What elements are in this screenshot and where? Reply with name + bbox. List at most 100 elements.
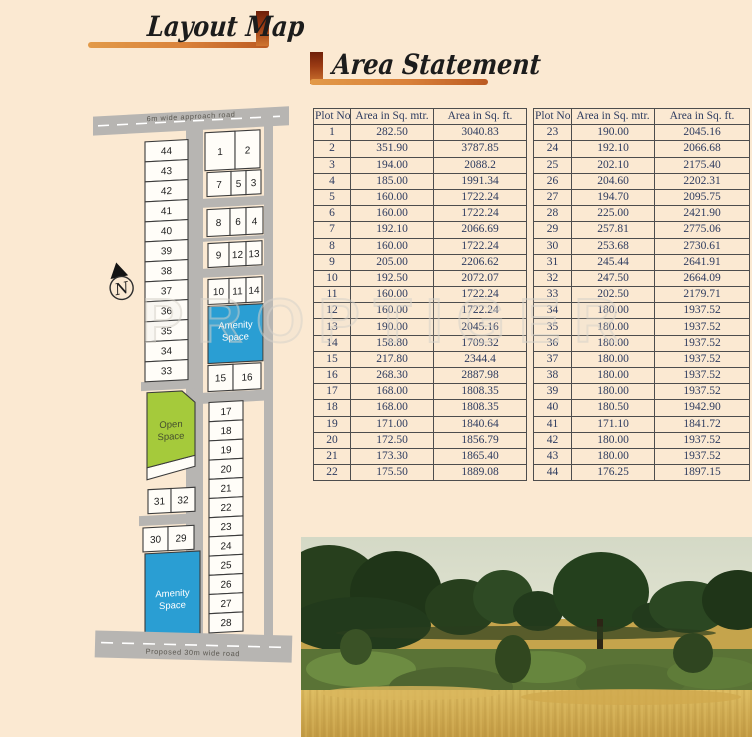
- open-space-label-line2: Space: [158, 431, 185, 443]
- open-space: [146, 390, 196, 469]
- cell-area-sqft: 1808.35: [433, 399, 527, 417]
- plot-label-5: 5: [236, 179, 242, 190]
- cell-area-sqft: 2179.71: [654, 286, 750, 304]
- cell-area-sqft: 1722.24: [433, 302, 527, 320]
- cell-area-sqft: 1937.52: [654, 302, 750, 320]
- proposed-road: Proposed 30m wide road: [94, 630, 293, 663]
- plot-label-4: 4: [252, 216, 258, 227]
- cell-plot-no: 35: [533, 318, 572, 336]
- cell-plot-no: 23: [533, 124, 572, 142]
- table-row: 2 351.90 3787.85: [313, 140, 527, 158]
- table-row: 22 175.50 1889.08: [313, 464, 527, 482]
- table-row: 8 160.00 1722.24: [313, 237, 527, 255]
- cell-area-sqft: 1937.52: [654, 318, 750, 336]
- cell-plot-no: 14: [313, 334, 351, 352]
- cell-area-sqmtr: 180.00: [571, 431, 655, 449]
- layout-map-title: Layout Map: [146, 10, 306, 43]
- cell-area-sqmtr: 194.00: [350, 156, 434, 174]
- cell-plot-no: 4: [313, 172, 351, 190]
- cell-area-sqft: 2095.75: [654, 188, 750, 207]
- area-statement-accent-bar: [310, 52, 323, 84]
- cell-area-sqmtr: 160.00: [350, 237, 434, 255]
- east-boundary-road: [264, 111, 273, 642]
- cell-plot-no: 21: [313, 447, 351, 466]
- plot-label-21: 21: [220, 483, 232, 495]
- plot-label-27: 27: [220, 599, 232, 611]
- table-row: 9 205.00 2206.62: [313, 253, 527, 271]
- table-row: 27 194.70 2095.75: [533, 188, 750, 207]
- cell-plot-no: 29: [533, 221, 572, 239]
- amenity-top-label-line2: Space: [222, 331, 249, 343]
- cell-area-sqmtr: 247.50: [571, 269, 655, 288]
- cell-plot-no: 40: [533, 399, 572, 417]
- plot-label-13: 13: [248, 249, 260, 261]
- cell-area-sqft: 1722.24: [433, 286, 527, 304]
- cell-plot-no: 10: [313, 269, 351, 288]
- cell-plot-no: 38: [533, 366, 572, 385]
- plot-label-18: 18: [220, 426, 232, 438]
- plot-label-22: 22: [220, 503, 232, 515]
- area-table-2: Plot No. Area in Sq. mtr. Area in Sq. ft…: [533, 107, 750, 482]
- plot-label-6: 6: [235, 217, 241, 228]
- photo-tree-line: [301, 545, 752, 653]
- plot-label-23: 23: [220, 522, 232, 534]
- plot-shapes-right-clusters: [142, 129, 264, 634]
- area-table-1: Plot No. Area in Sq. mtr. Area in Sq. ft…: [313, 107, 527, 482]
- photo-foreground-grass: [301, 686, 752, 737]
- north-label: N: [112, 277, 132, 299]
- cell-plot-no: 17: [313, 383, 351, 401]
- cell-plot-no: 39: [533, 383, 572, 401]
- cell-area-sqft: 2344.4: [433, 350, 527, 369]
- table-row: 7 192.10 2066.69: [313, 221, 527, 239]
- cell-area-sqft: 2045.16: [654, 124, 750, 142]
- cross-road: [141, 378, 203, 392]
- cell-plot-no: 36: [533, 334, 572, 352]
- table-row: 6 160.00 1722.24: [313, 205, 527, 223]
- cell-area-sqmtr: 180.00: [571, 302, 655, 320]
- cell-area-sqft: 1856.79: [433, 431, 527, 449]
- cell-area-sqmtr: 351.90: [350, 140, 434, 158]
- layout-map: 6m wide approach road 44 43 42 41 40 39 …: [93, 106, 293, 663]
- cell-plot-no: 2: [313, 140, 351, 158]
- plot-label-8: 8: [216, 218, 222, 229]
- col-header-sqmtr: Area in Sq. mtr.: [350, 107, 434, 126]
- cell-area-sqft: 1722.24: [433, 205, 527, 223]
- cell-plot-no: 44: [533, 464, 572, 482]
- open-space-label-line1: Open: [159, 419, 182, 431]
- cell-area-sqmtr: 180.00: [571, 366, 655, 385]
- cell-area-sqmtr: 171.10: [571, 415, 655, 433]
- cell-plot-no: 9: [313, 253, 351, 271]
- table-row: 29 257.81 2775.06: [533, 221, 750, 239]
- cell-area-sqft: 2072.07: [433, 269, 527, 288]
- cross-road: [202, 234, 271, 242]
- layout-map-underline: [88, 42, 269, 48]
- col-header-sqft: Area in Sq. ft.: [433, 107, 527, 126]
- cell-area-sqmtr: 194.70: [571, 188, 655, 207]
- table-row: 42 180.00 1937.52: [533, 431, 750, 449]
- cell-area-sqft: 2664.09: [654, 269, 750, 288]
- table-header-row: Plot No. Area in Sq. mtr. Area in Sq. ft…: [533, 107, 750, 126]
- plot-label-42: 42: [161, 186, 173, 198]
- table-row: 1 282.50 3040.83: [313, 124, 527, 142]
- cell-area-sqmtr: 160.00: [350, 188, 434, 207]
- cell-area-sqft: 2066.69: [433, 221, 527, 239]
- plot-label-19: 19: [220, 445, 232, 457]
- cell-area-sqft: 3040.83: [433, 124, 527, 142]
- cell-plot-no: 11: [313, 286, 351, 304]
- layout-map-accent-bar: [256, 11, 269, 46]
- cell-plot-no: 13: [313, 318, 351, 336]
- cross-road: [139, 512, 203, 527]
- plot-label-10: 10: [213, 287, 225, 299]
- cell-area-sqft: 2775.06: [654, 221, 750, 239]
- cell-plot-no: 7: [313, 221, 351, 239]
- cell-area-sqft: 2730.61: [654, 237, 750, 255]
- plot-label-17: 17: [220, 407, 232, 419]
- cell-plot-no: 33: [533, 286, 572, 304]
- plot-label-26: 26: [220, 579, 232, 591]
- cell-area-sqft: 2088.2: [433, 156, 527, 174]
- plot-label-38: 38: [161, 266, 173, 278]
- cell-plot-no: 18: [313, 399, 351, 417]
- cell-area-sqmtr: 180.00: [571, 383, 655, 401]
- plot-shapes-left-column: [144, 139, 189, 383]
- cell-plot-no: 1: [313, 124, 351, 142]
